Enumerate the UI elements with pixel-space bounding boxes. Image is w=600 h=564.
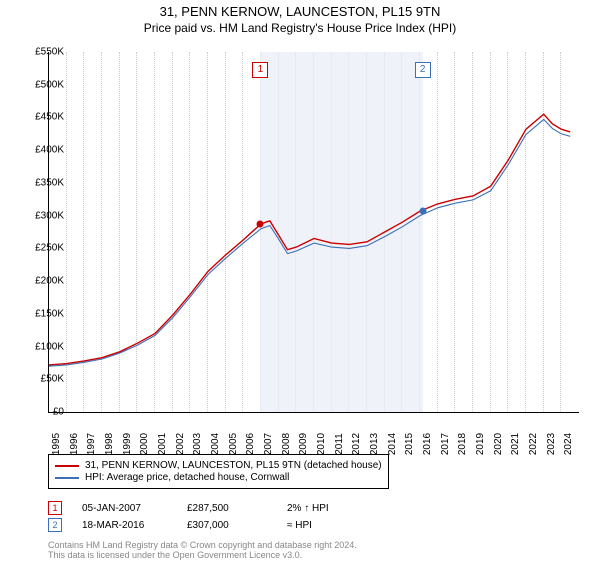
sale-row: 2 18-MAR-2016 £307,000 ≈ HPI	[48, 518, 329, 532]
legend-item: HPI: Average price, detached house, Corn…	[55, 472, 382, 483]
xtick-label: 2019	[475, 433, 486, 455]
plot-area	[48, 52, 579, 413]
xtick-label: 2002	[175, 433, 186, 455]
xtick-label: 2021	[510, 433, 521, 455]
xtick-label: 2008	[281, 433, 292, 455]
xtick-label: 1999	[122, 433, 133, 455]
xtick-label: 2017	[440, 433, 451, 455]
legend-box: 31, PENN KERNOW, LAUNCESTON, PL15 9TN (d…	[48, 454, 389, 489]
xtick-label: 2006	[245, 433, 256, 455]
xtick-label: 2005	[228, 433, 239, 455]
xtick-label: 2014	[387, 433, 398, 455]
chart-container: 31, PENN KERNOW, LAUNCESTON, PL15 9TN Pr…	[0, 4, 600, 564]
sale-marker-box: 1	[252, 62, 268, 78]
xtick-label: 2024	[563, 433, 574, 455]
sale-price: £287,500	[187, 503, 267, 514]
xtick-label: 1996	[69, 433, 80, 455]
xtick-label: 2013	[369, 433, 380, 455]
legend-label: 31, PENN KERNOW, LAUNCESTON, PL15 9TN (d…	[85, 460, 382, 471]
xtick-label: 2001	[157, 433, 168, 455]
footer-line: This data is licensed under the Open Gov…	[48, 550, 357, 560]
sale-row: 1 05-JAN-2007 £287,500 2% ↑ HPI	[48, 501, 329, 515]
sale-marker-dot	[257, 220, 264, 227]
xtick-label: 2012	[351, 433, 362, 455]
xtick-label: 1995	[51, 433, 62, 455]
legend-item: 31, PENN KERNOW, LAUNCESTON, PL15 9TN (d…	[55, 460, 382, 471]
xtick-label: 2011	[334, 433, 345, 455]
xtick-label: 2020	[493, 433, 504, 455]
chart-subtitle: Price paid vs. HM Land Registry's House …	[0, 21, 600, 35]
series-line	[49, 114, 570, 365]
sales-table: 1 05-JAN-2007 £287,500 2% ↑ HPI 2 18-MAR…	[48, 498, 329, 535]
sale-marker-box: 2	[415, 62, 431, 78]
xtick-label: 2009	[298, 433, 309, 455]
xtick-label: 1997	[86, 433, 97, 455]
xtick-label: 2023	[546, 433, 557, 455]
xtick-label: 2022	[528, 433, 539, 455]
xtick-label: 2004	[210, 433, 221, 455]
xtick-label: 2007	[263, 433, 274, 455]
sale-date: 05-JAN-2007	[82, 503, 167, 514]
legend-label: HPI: Average price, detached house, Corn…	[85, 472, 289, 483]
chart-title: 31, PENN KERNOW, LAUNCESTON, PL15 9TN	[0, 4, 600, 19]
sale-hpi-rel: ≈ HPI	[287, 520, 312, 531]
legend-swatch	[55, 477, 79, 479]
xtick-label: 2003	[192, 433, 203, 455]
xtick-label: 2015	[404, 433, 415, 455]
sale-price: £307,000	[187, 520, 267, 531]
xtick-label: 1998	[104, 433, 115, 455]
xtick-label: 2018	[457, 433, 468, 455]
xtick-label: 2000	[139, 433, 150, 455]
sale-marker-icon: 2	[48, 518, 62, 532]
sale-date: 18-MAR-2016	[82, 520, 167, 531]
sale-marker-dot	[419, 208, 426, 215]
series-line	[49, 119, 570, 366]
footer-line: Contains HM Land Registry data © Crown c…	[48, 540, 357, 550]
sale-marker-icon: 1	[48, 501, 62, 515]
legend-swatch	[55, 465, 79, 467]
sale-hpi-rel: 2% ↑ HPI	[287, 503, 329, 514]
xtick-label: 2010	[316, 433, 327, 455]
footer-text: Contains HM Land Registry data © Crown c…	[48, 540, 357, 560]
xtick-label: 2016	[422, 433, 433, 455]
line-series	[49, 52, 579, 412]
